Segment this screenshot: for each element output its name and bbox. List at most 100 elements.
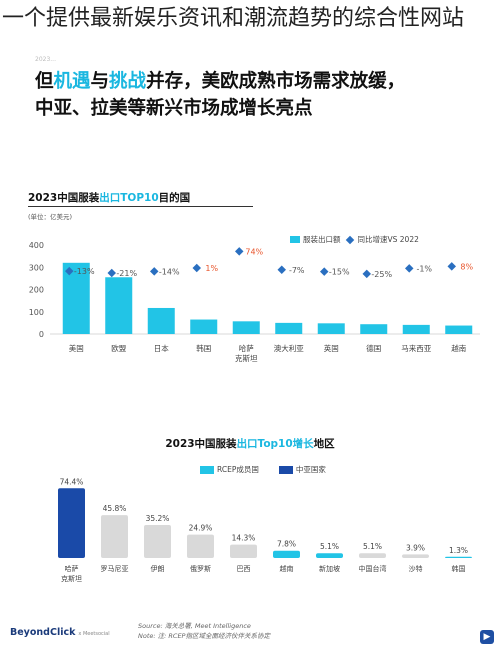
x-tick-label: 欧盟 [111, 343, 126, 353]
data-label: 5.1% [363, 542, 382, 551]
growth-label: -25% [371, 270, 392, 279]
growth-marker [447, 262, 456, 271]
bar [147, 307, 175, 334]
growth-marker [405, 264, 414, 273]
x-tick-label: 韩国 [196, 343, 211, 353]
legend-label: 服装出口额 [303, 235, 341, 244]
x-tick-label: 罗马尼亚 [101, 565, 129, 573]
bar [359, 553, 386, 558]
bar [58, 488, 85, 558]
legend-label: 中亚国家 [295, 465, 326, 474]
growth-label: 8% [460, 262, 473, 271]
chart2-title-prefix: 2023中国服装 [165, 438, 237, 450]
legend-label: 同比增速VS 2022 [357, 235, 419, 244]
bar [230, 544, 257, 558]
overlay-page-title: 一个提供最新娱乐资讯和潮流趋势的综合性网站 [2, 6, 465, 31]
x-tick-label: 沙特 [409, 564, 423, 573]
growth-marker [192, 263, 201, 273]
headline-part: 并存，美欧成熟市场需求放缓， [146, 71, 406, 92]
chart1-legend: 服装出口额 同比增速VS 2022 [290, 234, 419, 245]
x-tick-label: 马来西亚 [401, 344, 431, 353]
y-tick-label: 100 [29, 308, 44, 317]
x-tick-label: 俄罗斯 [190, 564, 211, 573]
chart1-title-rule [28, 206, 253, 207]
data-label: 1.3% [449, 546, 468, 555]
growth-label: -21% [116, 269, 137, 278]
bar [445, 325, 473, 334]
data-label: 35.2% [146, 514, 170, 523]
bar [144, 525, 171, 558]
bar [101, 515, 128, 558]
bar [360, 324, 388, 334]
x-tick-label: 巴西 [237, 565, 251, 573]
data-label: 74.4% [60, 477, 84, 486]
y-tick-label: 300 [29, 263, 44, 272]
chart1-title-prefix: 2023中国服装 [28, 192, 100, 204]
chart2-svg: 74.4% 哈萨克斯坦 45.8% 罗马尼亚 35.2% 伊朗 24.9% 俄罗斯 14.3% 巴… [58, 477, 472, 583]
bar [402, 554, 429, 558]
growth-marker [277, 265, 286, 275]
bar [187, 534, 214, 558]
legend-swatch-navy [278, 465, 293, 474]
headline: 但机遇与挑战并存，美欧成熟市场需求放缓， 中亚、拉美等新兴市场成增长亮点 [35, 68, 475, 122]
data-label: 7.8% [277, 540, 296, 549]
chart2-title-suffix: 地区 [313, 438, 335, 450]
bar [273, 550, 300, 558]
x-tick-label: 韩国 [452, 564, 466, 573]
bar [317, 323, 345, 334]
y-tick-label: 200 [29, 286, 44, 295]
play-icon[interactable]: ▶ [480, 630, 494, 644]
x-tick-label: 日本 [154, 343, 169, 353]
logo-text: BeyondClick [10, 627, 76, 638]
growth-label: -13% [74, 267, 95, 276]
data-label: 24.9% [189, 524, 213, 533]
bar [402, 324, 430, 334]
chart2-title: 2023中国服装出口Top10增长地区 [0, 436, 500, 451]
chart2-legend: RCEP成员国 中亚国家 [200, 464, 326, 475]
x-tick-label: 伊朗 [151, 564, 165, 573]
chart1-title-suffix: 目的国 [158, 192, 191, 204]
bar [232, 321, 260, 334]
bar [62, 262, 90, 334]
x-tick-label: 哈萨克斯坦 [61, 564, 82, 583]
growth-label: -7% [289, 266, 305, 275]
data-label: 5.1% [320, 542, 339, 551]
headline-highlight: 挑战 [109, 71, 147, 92]
data-label: 3.9% [406, 543, 425, 552]
legend-item-rcep: RCEP成员国 [200, 464, 259, 475]
growth-marker [107, 268, 116, 278]
bar [316, 553, 343, 558]
bar [275, 322, 303, 334]
legend-swatch-cyan [200, 465, 214, 474]
x-tick-label: 澳大利亚 [274, 343, 304, 353]
bar [105, 277, 133, 334]
growth-marker [65, 266, 74, 276]
x-tick-label: 中国台湾 [359, 564, 387, 573]
growth-marker [150, 267, 159, 276]
growth-label: -1% [416, 264, 432, 273]
x-tick-label: 美国 [69, 343, 84, 353]
growth-label: 74% [245, 247, 263, 256]
x-tick-label: 新加坡 [319, 564, 340, 573]
x-tick-label: 哈萨克斯坦 [235, 343, 258, 363]
headline-highlight: 机遇 [53, 71, 91, 92]
x-tick-label: 越南 [280, 564, 294, 573]
footer-source: Source: 海关总署, Meet Intelligence Note: 注:… [138, 621, 270, 641]
chart1-svg: 0 100 200 300 400 美国 -13% 欧盟 -21% 日本 -14% 韩国 1% 哈萨克斯坦… [29, 241, 480, 363]
note-line: Note: 注: RCEP指区域全面经济伙伴关系协定 [138, 632, 270, 640]
x-tick-label: 德国 [366, 343, 381, 353]
footer-logo: BeyondClick x Meetsocial [10, 627, 110, 638]
legend-item-bar: 服装出口额 [290, 234, 341, 245]
data-label: 14.3% [232, 534, 256, 543]
growth-label: -14% [159, 267, 180, 276]
legend-label: RCEP成员国 [217, 465, 259, 474]
legend-item-point: 同比增速VS 2022 [345, 234, 419, 245]
headline-part: 与 [90, 71, 110, 92]
logo-subtext: x Meetsocial [78, 631, 110, 637]
growth-marker [235, 247, 244, 256]
top-caption: 2023... [35, 56, 56, 63]
legend-item-central-asia: 中亚国家 [278, 464, 326, 475]
y-tick-label: 0 [39, 330, 44, 339]
growth-marker [362, 269, 371, 279]
bar [190, 319, 218, 334]
